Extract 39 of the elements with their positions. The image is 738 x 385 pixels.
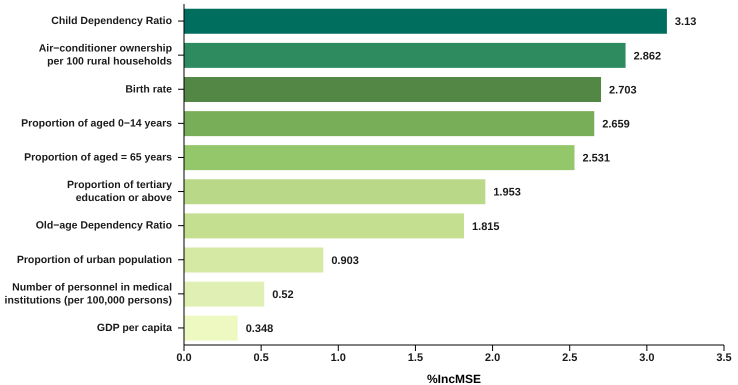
bar <box>184 179 486 204</box>
x-tick-label: 2.0 <box>484 352 500 364</box>
y-tick-label: Number of personnel in medical institutions (per 100,000 persons) <box>4 281 172 306</box>
y-tick-label: Old−age Dependency Ratio <box>36 220 172 232</box>
bar <box>184 8 667 34</box>
x-tick-label: 3.0 <box>639 352 655 364</box>
bar <box>184 76 602 102</box>
bar <box>184 111 594 136</box>
data-label: 1.953 <box>493 186 521 199</box>
y-tick-label: Birth rate <box>125 83 172 96</box>
bar <box>184 213 464 238</box>
x-axis-title: %IncMSE <box>426 372 482 385</box>
data-label: 2.862 <box>634 50 662 62</box>
data-label: 0.903 <box>331 254 359 267</box>
x-tick-label: 0.5 <box>253 352 269 364</box>
x-tick-label: 2.5 <box>562 352 578 364</box>
data-label: 1.815 <box>472 220 500 233</box>
bar <box>184 145 574 170</box>
data-label: 2.531 <box>582 152 610 165</box>
y-tick-label: Proportion of tertiary education or above <box>66 179 172 204</box>
y-tick-label: Proportion of aged 0−14 years <box>21 117 172 130</box>
bar <box>184 282 264 307</box>
y-tick-label: Child Dependency Ratio <box>51 15 172 28</box>
data-label: 2.703 <box>609 84 637 96</box>
y-tick-label: Proportion of aged = 65 years <box>24 151 172 164</box>
x-tick-label: 1.5 <box>408 352 424 364</box>
y-tick-label: Proportion of urban population <box>16 254 172 266</box>
bar <box>184 42 626 68</box>
bar <box>184 316 238 341</box>
data-label: 0.52 <box>272 288 294 301</box>
bar <box>184 247 324 272</box>
x-tick-label: 3.5 <box>716 352 732 364</box>
y-tick-label: GDP per capita <box>96 322 172 334</box>
data-label: 0.348 <box>246 323 274 336</box>
y-tick-label: Air−conditioner ownership per 100 rural households <box>38 42 172 68</box>
x-tick-label: 0.0 <box>176 352 192 364</box>
x-tick-label: 1.0 <box>330 352 346 364</box>
data-label: 2.659 <box>602 118 630 130</box>
data-label: 3.13 <box>674 16 696 28</box>
